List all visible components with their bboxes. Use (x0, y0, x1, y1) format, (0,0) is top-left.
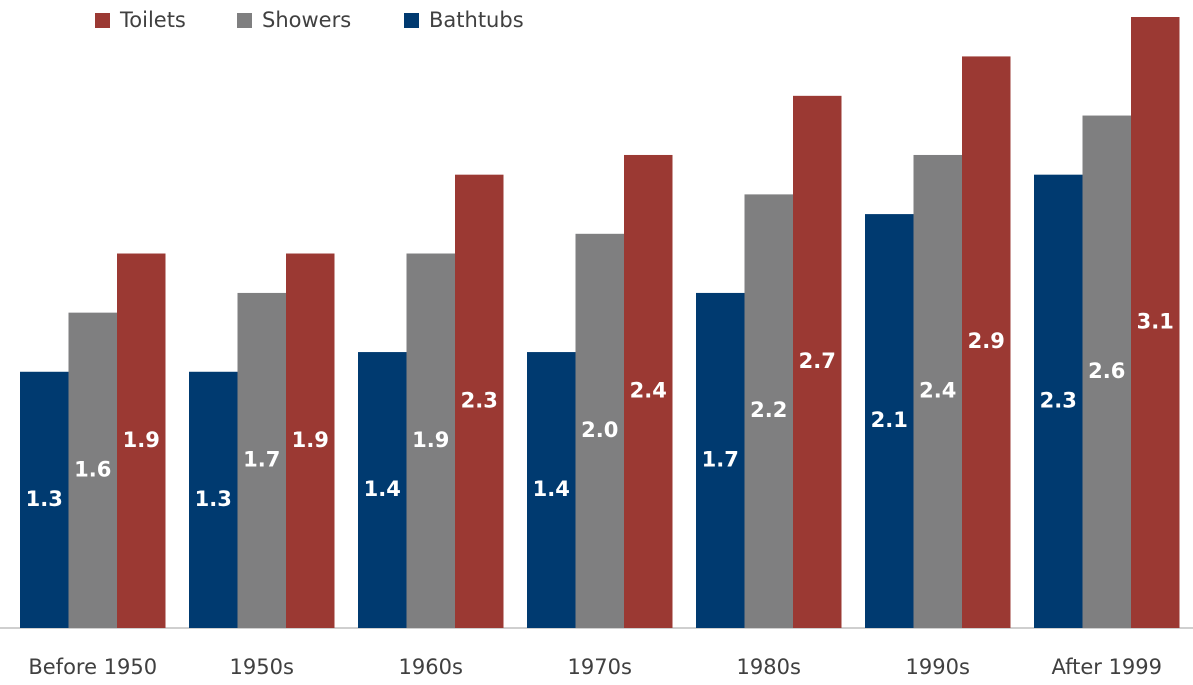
x-tick-label: Before 1950 (28, 655, 157, 679)
bar (696, 292, 745, 628)
bar (913, 154, 962, 628)
data-label: 2.3 (461, 388, 498, 412)
x-tick-label: 1970s (568, 655, 632, 679)
data-label: 1.9 (412, 428, 449, 452)
x-tick-label: 1950s (230, 655, 294, 679)
data-label: 1.7 (702, 447, 739, 471)
bar (455, 174, 504, 628)
data-label: 1.3 (26, 487, 63, 511)
bar (575, 233, 624, 628)
bar (117, 253, 166, 629)
bar (406, 253, 455, 629)
legend-label: Showers (262, 8, 351, 32)
data-label: 1.4 (533, 477, 570, 501)
data-label: 2.4 (919, 378, 956, 402)
data-label: 1.9 (123, 428, 160, 452)
x-tick-label: 1980s (737, 655, 801, 679)
data-label: 2.9 (968, 329, 1005, 353)
legend-label: Bathtubs (429, 8, 524, 32)
data-label: 2.0 (581, 418, 618, 442)
data-label: 1.7 (243, 447, 280, 471)
bar (527, 352, 576, 628)
bar (865, 214, 914, 628)
data-label: 2.4 (630, 378, 667, 402)
data-label: 2.1 (871, 408, 908, 432)
bar (744, 194, 793, 629)
x-tick-label: After 1999 (1051, 655, 1162, 679)
x-tick-label: 1960s (399, 655, 463, 679)
bar (1082, 115, 1131, 628)
data-label: 2.7 (799, 349, 836, 373)
legend-swatch (237, 13, 252, 28)
data-label: 2.2 (750, 398, 787, 422)
bar (962, 56, 1011, 628)
bar (624, 154, 673, 628)
bar (237, 292, 286, 628)
bar (286, 253, 335, 629)
bar (68, 312, 117, 628)
legend-swatch (95, 13, 110, 28)
data-label: 1.9 (292, 428, 329, 452)
data-label: 2.6 (1088, 359, 1125, 383)
bar (1131, 17, 1180, 628)
x-tick-label: 1990s (906, 655, 970, 679)
data-label: 1.3 (195, 487, 232, 511)
bar (793, 95, 842, 629)
data-label: 2.3 (1040, 388, 1077, 412)
bar (20, 371, 69, 628)
legend-label: Toilets (119, 8, 186, 32)
data-label: 3.1 (1137, 310, 1174, 334)
bar (1034, 174, 1083, 628)
data-label: 1.6 (74, 457, 111, 481)
bar (358, 352, 407, 628)
legend-swatch (404, 13, 419, 28)
data-label: 1.4 (364, 477, 401, 501)
bar (189, 371, 238, 628)
